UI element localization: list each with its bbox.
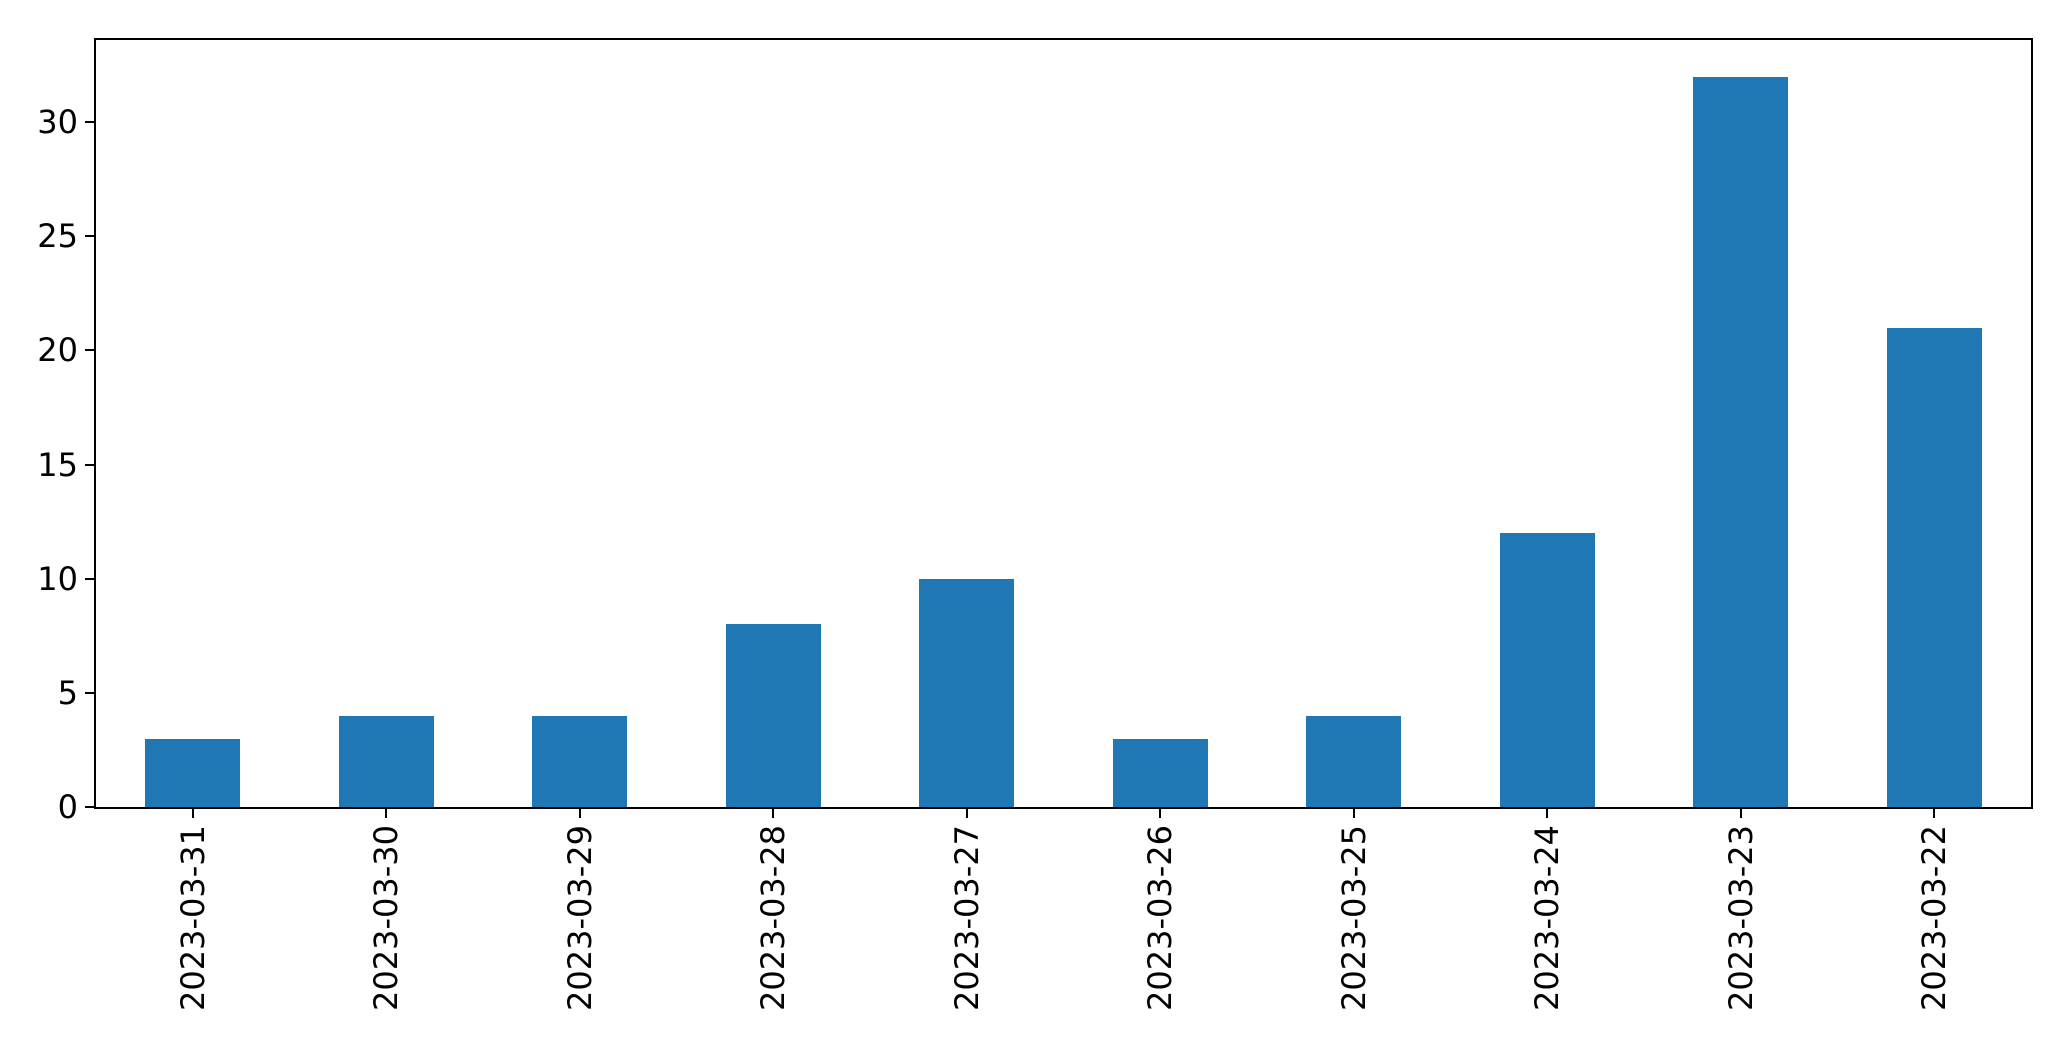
y-tick-mark: [85, 121, 94, 123]
y-tick-mark: [85, 235, 94, 237]
bar-2023-03-23: [1693, 77, 1788, 807]
y-tick-label: 15: [37, 446, 78, 484]
x-tick-mark: [1933, 809, 1935, 818]
x-tick-label: 2023-03-26: [1141, 825, 1179, 1011]
bar-2023-03-26: [1113, 739, 1208, 807]
y-tick-mark: [85, 349, 94, 351]
bar-2023-03-24: [1500, 533, 1595, 807]
x-tick-label: 2023-03-28: [754, 825, 792, 1011]
x-tick-label: 2023-03-22: [1915, 825, 1953, 1011]
x-tick-label: 2023-03-23: [1722, 825, 1760, 1011]
x-tick-label: 2023-03-24: [1528, 825, 1566, 1011]
x-tick-label: 2023-03-30: [367, 825, 405, 1011]
y-tick-label: 20: [37, 331, 78, 369]
y-tick-label: 0: [57, 788, 78, 826]
bar-2023-03-27: [919, 579, 1014, 807]
x-tick-mark: [192, 809, 194, 818]
y-tick-label: 30: [37, 103, 78, 141]
y-tick-mark: [85, 578, 94, 580]
y-tick-label: 5: [57, 674, 78, 712]
y-tick-mark: [85, 806, 94, 808]
bar-2023-03-25: [1306, 716, 1401, 807]
x-tick-mark: [1740, 809, 1742, 818]
x-tick-label: 2023-03-27: [948, 825, 986, 1011]
x-tick-label: 2023-03-25: [1335, 825, 1373, 1011]
x-tick-label: 2023-03-29: [561, 825, 599, 1011]
x-tick-mark: [1546, 809, 1548, 818]
y-tick-mark: [85, 464, 94, 466]
bar-2023-03-31: [145, 739, 240, 807]
bars-layer: [96, 40, 2031, 807]
x-tick-mark: [772, 809, 774, 818]
x-axis: 2023-03-31 2023-03-30 2023-03-29 2023-03-28…: [96, 40, 2031, 1011]
x-tick-mark: [966, 809, 968, 818]
bar-2023-03-29: [532, 716, 627, 807]
y-tick-mark: [85, 692, 94, 694]
x-tick-mark: [385, 809, 387, 818]
y-tick-label: 25: [37, 217, 78, 255]
bar-2023-03-28: [726, 624, 821, 807]
x-tick-mark: [579, 809, 581, 818]
bar-2023-03-22: [1887, 328, 1982, 807]
plot-area: 0 5 10 15 20 25 30 2023-03-31 2023-03-30 2023-03…: [37, 38, 2033, 1011]
x-tick-label: 2023-03-31: [174, 825, 212, 1011]
y-axis: 0 5 10 15 20 25 30: [37, 40, 2031, 826]
y-tick-label: 10: [37, 560, 78, 598]
x-tick-mark: [1353, 809, 1355, 818]
x-tick-mark: [1159, 809, 1161, 818]
bar-2023-03-30: [339, 716, 434, 807]
